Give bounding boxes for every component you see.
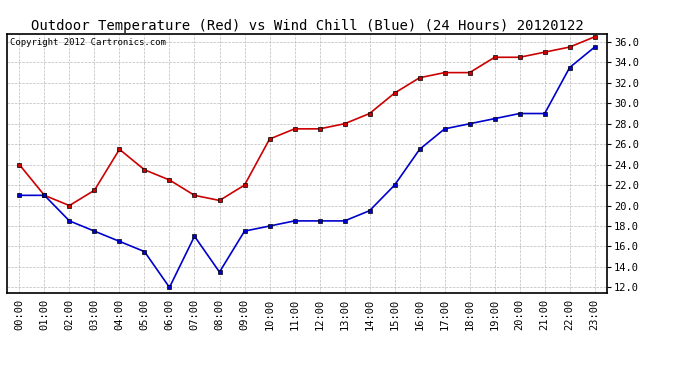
Title: Outdoor Temperature (Red) vs Wind Chill (Blue) (24 Hours) 20120122: Outdoor Temperature (Red) vs Wind Chill …	[30, 19, 584, 33]
Text: Copyright 2012 Cartronics.com: Copyright 2012 Cartronics.com	[10, 38, 166, 46]
